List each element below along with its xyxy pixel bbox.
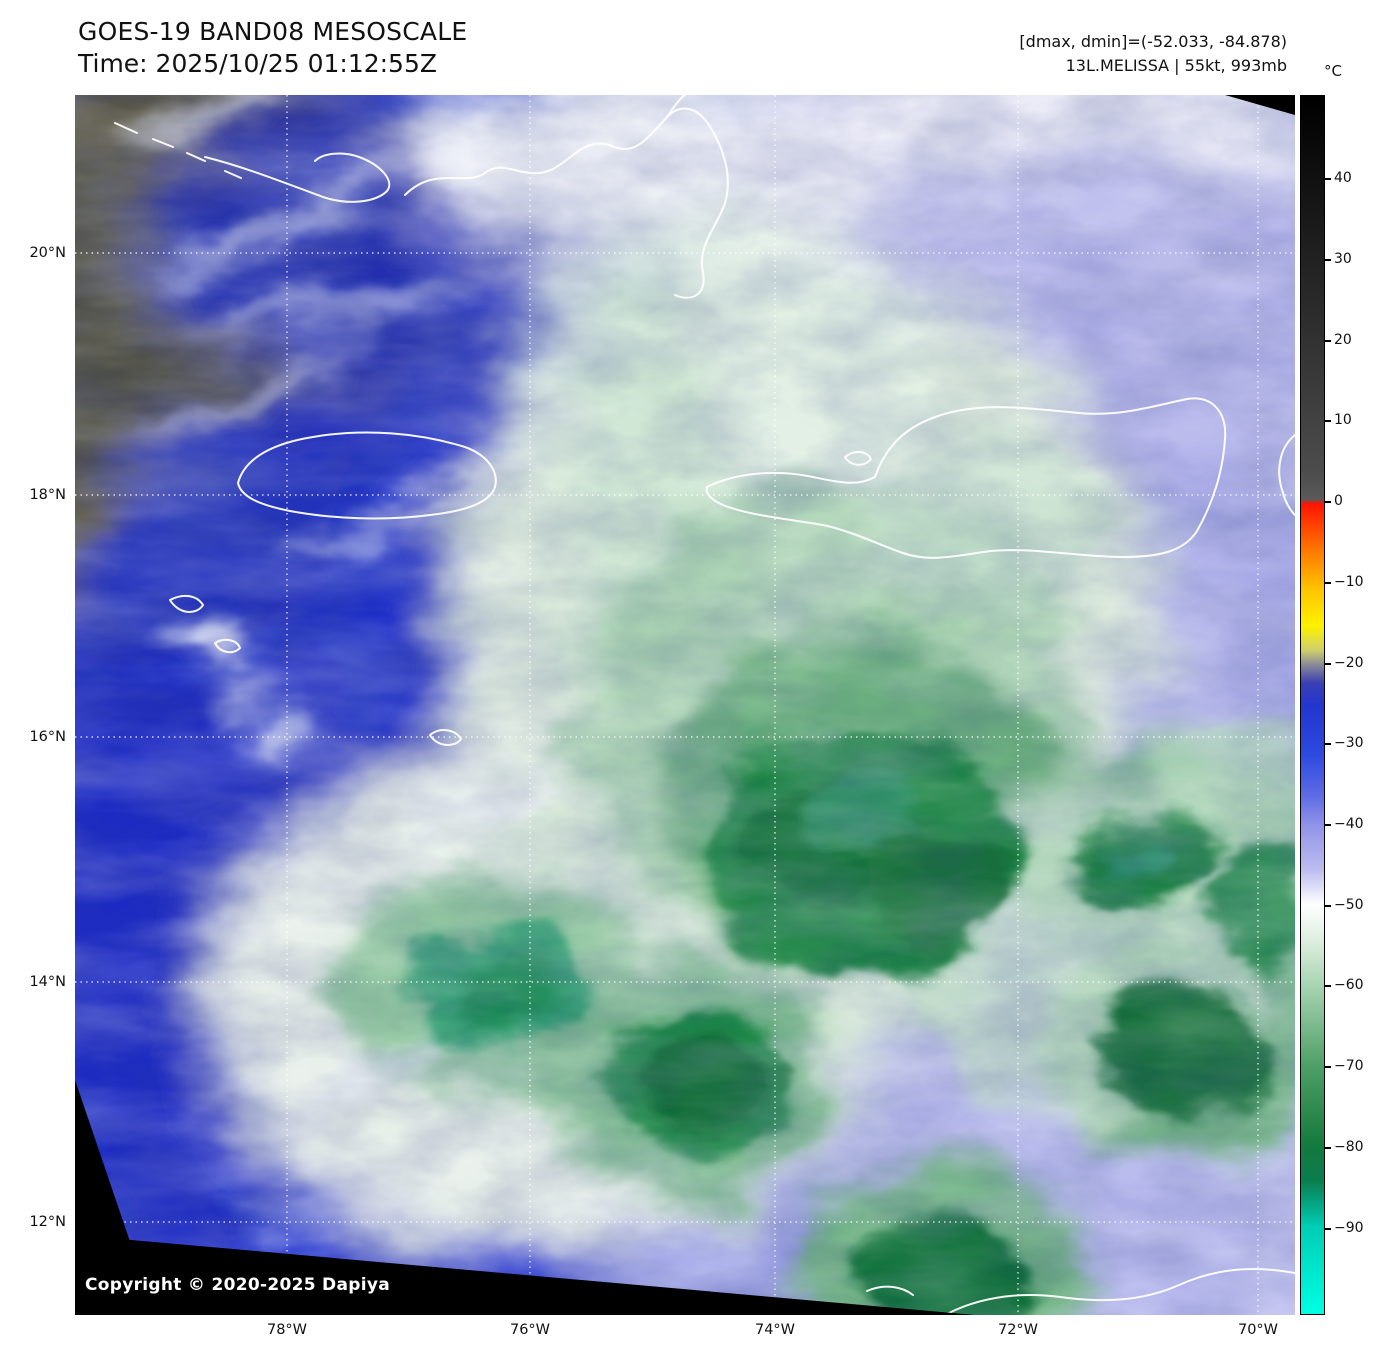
lat-label: 16°N	[29, 729, 66, 745]
colorbar-tick	[1325, 501, 1331, 503]
page-title: GOES-19 BAND08 MESOSCALE	[78, 17, 468, 46]
colorbar-tick-label: 10	[1334, 412, 1352, 428]
colorbar-tick	[1325, 420, 1331, 422]
colorbar-gradient	[1300, 95, 1325, 1315]
colorbar-tick-label: −40	[1334, 816, 1364, 832]
colorbar-tick	[1325, 1228, 1331, 1230]
coastlines	[114, 95, 1295, 1315]
colorbar-tick	[1325, 178, 1331, 180]
lat-label: 14°N	[29, 974, 66, 990]
colorbar-tick	[1325, 1066, 1331, 1068]
colorbar-tick	[1325, 340, 1331, 342]
header: GOES-19 BAND08 MESOSCALE Time: 2025/10/2…	[78, 16, 467, 80]
time-label: Time: 2025/10/25 01:12:55Z	[78, 49, 437, 78]
colorbar-tick-label: 30	[1334, 251, 1352, 267]
colorbar-tick-label: −90	[1334, 1220, 1364, 1236]
colorbar-tick-label: −10	[1334, 574, 1364, 590]
colorbar-tick-label: −70	[1334, 1058, 1364, 1074]
metrics-label: [dmax, dmin]=(-52.033, -84.878)	[1019, 32, 1287, 51]
colorbar-tick	[1325, 1147, 1331, 1149]
colorbar-tick-label: −20	[1334, 655, 1364, 671]
lon-label: 70°W	[1237, 1322, 1279, 1338]
lon-label: 78°W	[266, 1322, 308, 1338]
colorbar-tick	[1325, 259, 1331, 261]
storm-label: 13L.MELISSA | 55kt, 993mb	[1065, 56, 1287, 75]
lat-label: 20°N	[29, 245, 66, 261]
header-right: [dmax, dmin]=(-52.033, -84.878) 13L.MELI…	[1019, 30, 1287, 78]
colorbar-tick-label: −50	[1334, 897, 1364, 913]
cloud-field-svg	[75, 95, 1295, 1315]
colorbar-tick-label: 20	[1334, 332, 1352, 348]
colorbar-tick	[1325, 824, 1331, 826]
colorbar-tick-label: 40	[1334, 170, 1352, 186]
colorbar-tick	[1325, 985, 1331, 987]
colorbar-tick-label: 0	[1334, 493, 1343, 509]
temperature-unit-label: °C	[1324, 62, 1342, 80]
satellite-map: Copyright © 2020-2025 Dapiya	[75, 95, 1295, 1315]
colorbar-tick-label: −30	[1334, 735, 1364, 751]
colorbar-tick	[1325, 663, 1331, 665]
scan-edge-mask	[75, 95, 1295, 1315]
lon-label: 72°W	[997, 1322, 1039, 1338]
lat-label: 18°N	[29, 487, 66, 503]
colorbar-tick	[1325, 743, 1331, 745]
colorbar-tick-label: −80	[1334, 1139, 1364, 1155]
colorbar-tick	[1325, 582, 1331, 584]
colorbar-tick-label: −60	[1334, 977, 1364, 993]
lon-label: 74°W	[754, 1322, 796, 1338]
copyright-label: Copyright © 2020-2025 Dapiya	[85, 1275, 390, 1295]
colorbar-tick	[1325, 905, 1331, 907]
lon-label: 76°W	[509, 1322, 551, 1338]
lat-label: 12°N	[29, 1214, 66, 1230]
noise-texture	[75, 95, 1295, 1315]
